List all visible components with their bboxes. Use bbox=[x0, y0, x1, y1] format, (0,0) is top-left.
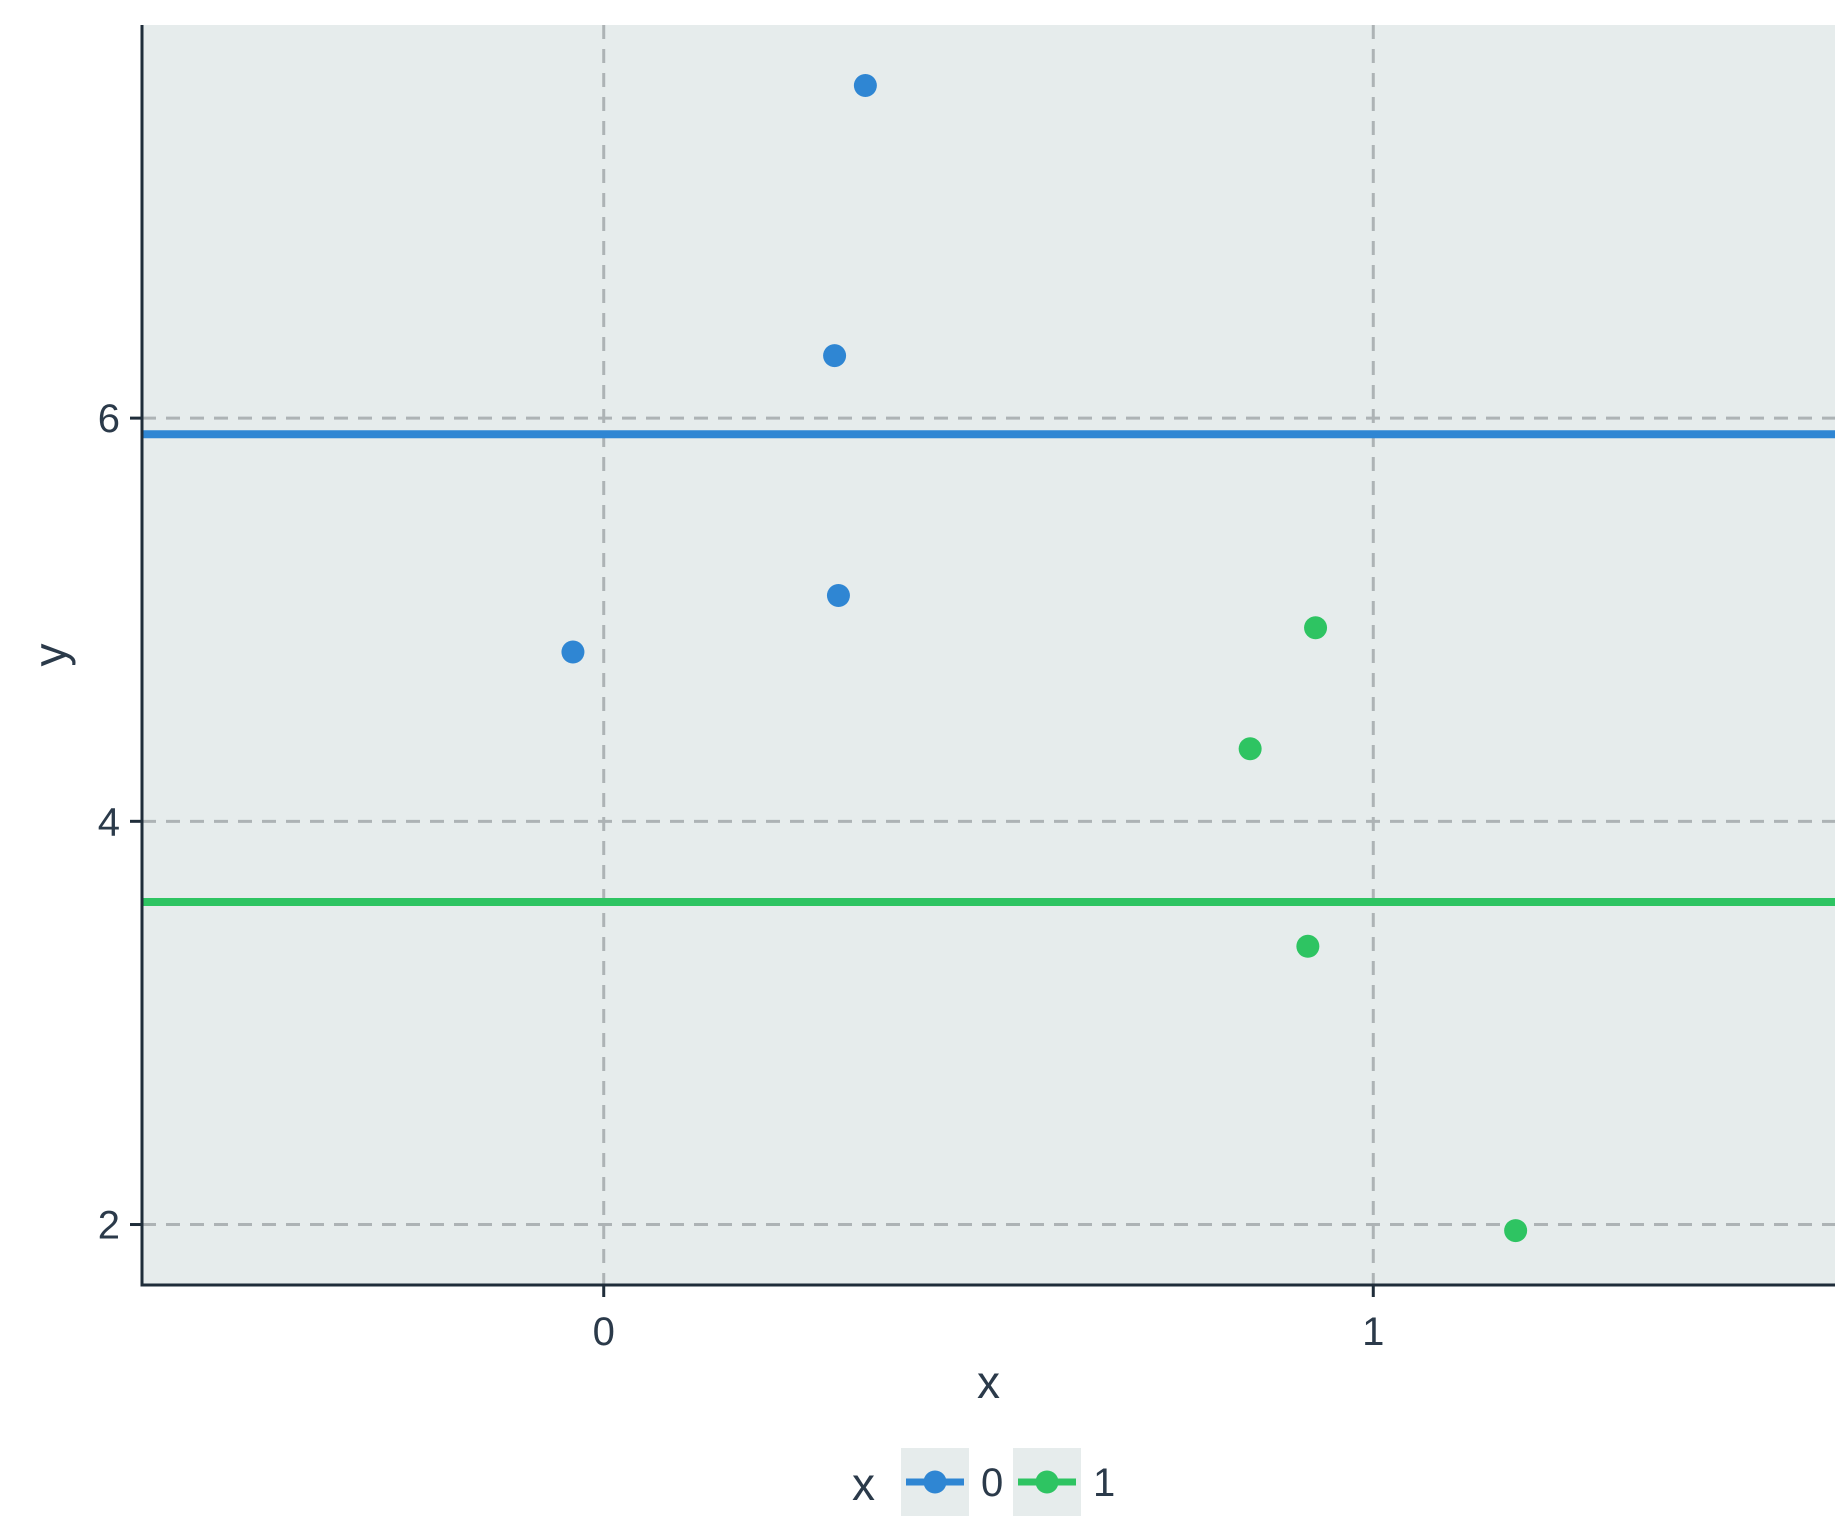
data-point bbox=[853, 73, 877, 97]
y-tick-label: 2 bbox=[98, 1204, 120, 1248]
x-tick-label: 0 bbox=[593, 1310, 615, 1354]
plot-panel bbox=[142, 25, 1835, 1285]
data-point bbox=[823, 344, 847, 368]
legend-key-point bbox=[923, 1470, 947, 1494]
data-point bbox=[1304, 616, 1328, 640]
x-tick-label: 1 bbox=[1362, 1310, 1384, 1354]
data-point bbox=[1238, 737, 1262, 761]
axes: 0 1 2 4 6 bbox=[98, 25, 1835, 1354]
legend-label: 0 bbox=[981, 1461, 1003, 1505]
mean-lines bbox=[142, 430, 1835, 906]
grid-lines bbox=[142, 25, 1835, 1285]
data-point bbox=[561, 640, 585, 664]
y-axis-title: y bbox=[24, 644, 76, 667]
data-point bbox=[1504, 1219, 1528, 1243]
data-point bbox=[826, 584, 850, 608]
legend-key-point bbox=[1035, 1470, 1059, 1494]
x-axis-title: x bbox=[977, 1356, 1000, 1408]
legend-title: x bbox=[852, 1458, 875, 1510]
legend-label: 1 bbox=[1093, 1461, 1115, 1505]
legend: x 0 1 bbox=[852, 1448, 1115, 1516]
data-points bbox=[561, 73, 1528, 1243]
data-point bbox=[1296, 934, 1320, 958]
y-tick-label: 6 bbox=[98, 397, 120, 441]
y-tick-label: 4 bbox=[98, 800, 120, 844]
